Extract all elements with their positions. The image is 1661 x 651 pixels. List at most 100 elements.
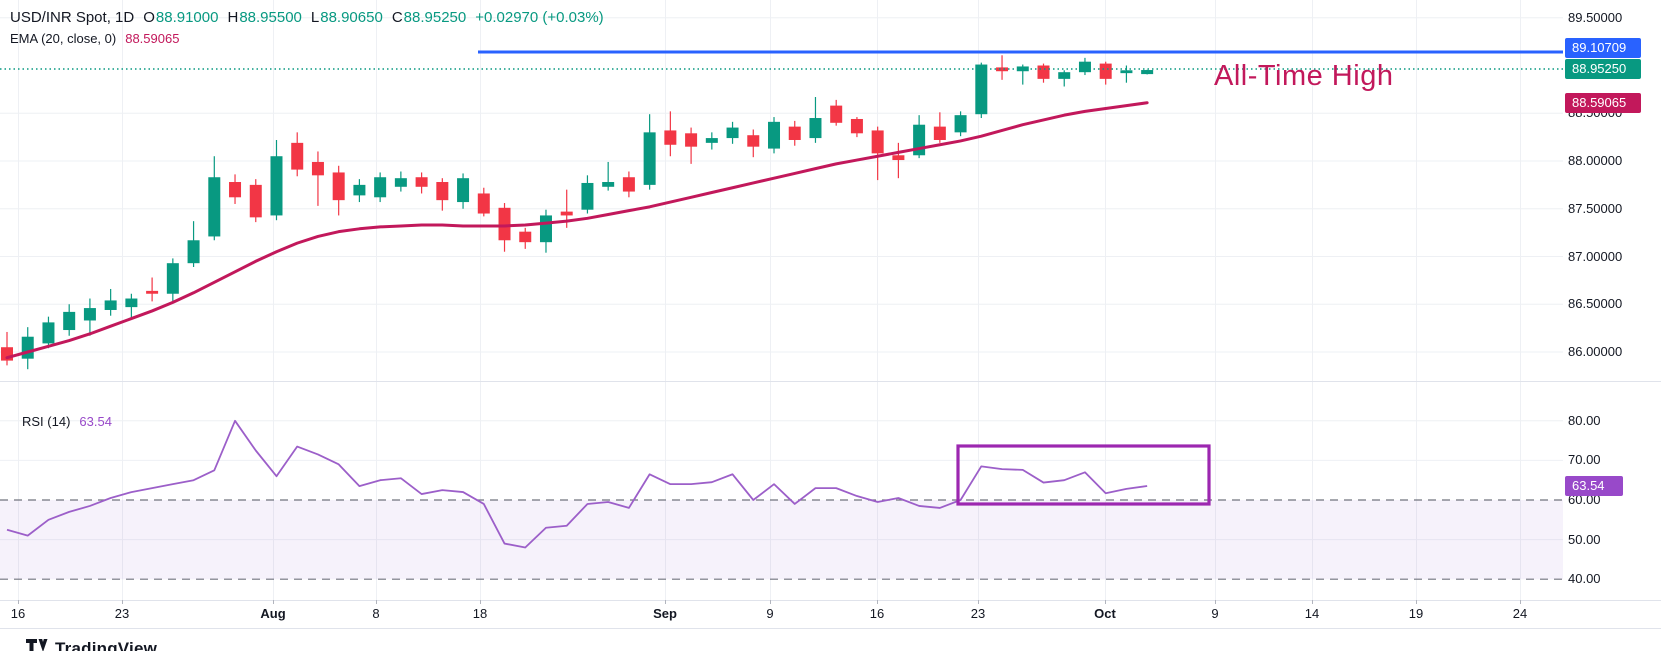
candle-body [622, 177, 635, 192]
candle-body [664, 130, 677, 145]
candle-body [436, 182, 449, 201]
x-axis-label: Aug [260, 606, 286, 621]
all-time-high-annotation[interactable]: All-Time High [1214, 60, 1394, 92]
ema-indicator-label[interactable]: EMA (20, close, 0) [10, 31, 117, 46]
candle-body [187, 240, 200, 264]
candle-body [1141, 70, 1154, 75]
candle-body [332, 172, 345, 201]
candles-layer [1, 55, 1154, 370]
price-value-badge: 88.95250 [1565, 59, 1641, 79]
candle-body [560, 211, 573, 216]
ohlc-quote: O 88.91000 H 88.95500 L 88.90650 C 88.95250 [143, 9, 466, 26]
ema-value: 88.59065 [125, 31, 180, 46]
candle-body [954, 115, 967, 133]
candle-body [166, 263, 179, 294]
tradingview-logo-icon [26, 639, 48, 651]
candle-body [249, 184, 262, 218]
candle-body [975, 64, 988, 115]
candle-body [291, 142, 304, 170]
candle-body [83, 308, 96, 321]
rsi-highlight-box[interactable] [956, 444, 1211, 506]
candle-body [1099, 63, 1112, 79]
quote-item: H 88.95500 [227, 9, 302, 26]
candle-body [581, 182, 594, 210]
candle-body [498, 207, 511, 241]
price-value-badge: 88.59065 [1565, 93, 1641, 113]
x-axis-label: 16 [869, 606, 885, 621]
rsi-legend-row: RSI (14) 63.54 [22, 414, 112, 429]
candle-body [270, 156, 283, 216]
candle-body [726, 127, 739, 139]
candle-body [1120, 70, 1133, 74]
candle-body [933, 126, 946, 140]
symbol-title[interactable]: USD/INR Spot, 1D [10, 9, 135, 26]
rsi-axis-label: 40.00 [1568, 571, 1601, 587]
quote-item: C 88.95250 [391, 9, 467, 26]
x-axis-label: 16 [10, 606, 26, 621]
candle-body [809, 118, 822, 139]
candle-body [519, 231, 532, 243]
candle-body [1058, 72, 1071, 79]
candle-body [602, 182, 615, 187]
candle-body [830, 105, 843, 123]
x-axis-label: 9 [1211, 606, 1219, 621]
tradingview-logo-text: TradingView [55, 639, 158, 651]
candle-body [42, 322, 55, 344]
price-axis-label: 89.50000 [1568, 9, 1623, 25]
chart-legend-row: USD/INR Spot, 1D O 88.91000 H 88.95500 L 88.9… [10, 9, 604, 26]
price-axis-label: 88.00000 [1568, 153, 1623, 168]
candle-body [311, 161, 324, 176]
x-axis-label: 9 [766, 606, 774, 621]
change-value: +0.02970 (+0.03%) [475, 9, 604, 26]
candle-body [477, 193, 490, 214]
candle-body [768, 121, 781, 149]
rsi-band [0, 500, 1563, 580]
price-value-badge: 89.10709 [1565, 38, 1641, 58]
ema-legend-row: EMA (20, close, 0) 88.59065 [10, 31, 179, 46]
candle-body [374, 177, 387, 198]
candle-body [394, 178, 407, 187]
candle-body [892, 155, 905, 161]
x-axis-label: 23 [970, 606, 986, 621]
candle-body [643, 132, 656, 185]
candle-body [685, 133, 698, 147]
candle-body [1037, 65, 1050, 79]
candle-body [415, 177, 428, 187]
price-axis-label: 87.50000 [1568, 200, 1623, 216]
candle-body [146, 290, 159, 294]
price-axis-label: 87.00000 [1568, 248, 1623, 264]
ema-line[interactable] [5, 101, 1149, 360]
candle-body [353, 184, 366, 196]
grid-layer [0, 0, 1563, 600]
candle-body [457, 178, 470, 203]
rsi-axis-label: 80.00 [1568, 412, 1601, 428]
candle-body [104, 300, 117, 310]
x-axis-label: 19 [1408, 606, 1424, 621]
rsi-axis-label: 50.00 [1568, 531, 1601, 547]
x-axis-label: 18 [472, 606, 488, 621]
rsi-indicator-label[interactable]: RSI (14) [22, 414, 71, 429]
candle-body [747, 135, 760, 147]
candle-body [996, 67, 1009, 72]
candle-body [539, 215, 552, 243]
price-axis-label: 86.50000 [1568, 296, 1623, 312]
price-axis-label: 86.00000 [1568, 344, 1623, 359]
candle-body [871, 130, 884, 154]
candle-body [788, 126, 801, 140]
rsi-value-badge: 63.54 [1565, 476, 1623, 496]
tradingview-logo[interactable]: TradingView [26, 639, 157, 651]
candle-body [21, 336, 34, 359]
x-axis-label: Sep [653, 606, 677, 621]
rsi-axis-label: 70.00 [1568, 452, 1601, 468]
candle-body [229, 182, 242, 198]
x-axis-label: 23 [114, 606, 130, 621]
candle-body [1078, 61, 1091, 73]
x-axis-label: 8 [372, 606, 380, 621]
quote-item: O 88.91000 [143, 9, 219, 26]
candle-body [125, 298, 138, 308]
candle-body [850, 118, 863, 134]
rsi-value: 63.54 [79, 414, 112, 429]
x-axis-label: 14 [1304, 606, 1320, 621]
